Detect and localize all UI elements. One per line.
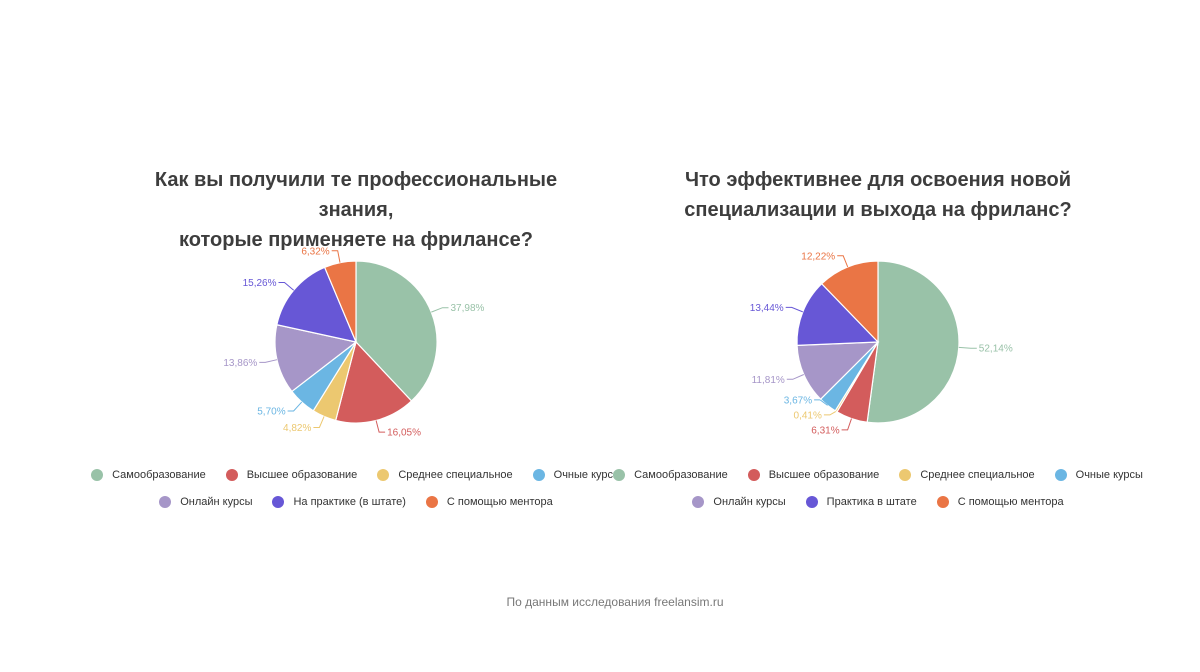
pie-leader-line [786,374,804,380]
source-note: По данным исследования freelansim.ru [506,595,724,609]
pie-slice-практика-в-штате [796,282,880,346]
pie-leader-line [958,346,977,349]
pie-leader-line [431,307,449,313]
legend-label: С помощью ментора [446,495,553,508]
legend-dot-icon [747,468,760,481]
legend-row: Онлайн курсы Практика в штате С помощью ме… [638,488,1118,515]
legend-item-с-помощью-ментора[interactable]: С помощью ментора [936,495,1064,508]
pie-chart: 37,98% 16,05% 4,82% 5,70% 13,86% 15,26% 6,32% [223,246,485,439]
legend-dot-icon [159,495,172,508]
legend-dot-icon [805,495,818,508]
legend-dot-icon [899,468,912,481]
legend-item-очные-курсы[interactable]: Очные курсы [532,468,621,481]
legend-item-практика-в-штате[interactable]: Практика в штате [805,495,917,508]
chart-title: Как вы получили те профессиональные знан… [116,165,596,255]
pie-slice-онлайн-курсы [796,341,880,401]
pie-data-label: 4,82% [283,423,311,434]
pie-data-label: 37,98% [451,303,485,314]
pie-data-label: 13,86% [223,358,257,369]
chart-title-line-1: Как вы получили те профессиональные знан… [154,169,558,221]
pie-data-label: 0,41% [794,410,822,421]
legend-label: Онлайн курсы [713,495,786,508]
chart-panel-knowledge: Как вы получили те профессиональные знан… [91,165,621,525]
legend-dot-icon [272,495,285,508]
legend-row: Онлайн курсы На практике (в штате) С помощ… [116,488,596,515]
legend-item-высшее-образование[interactable]: Высшее образование [747,468,880,481]
legend-label: С помощью ментора [957,495,1064,508]
legend-dot-icon [425,495,438,508]
legend-dot-icon [225,468,238,481]
pie-leader-line [278,282,295,291]
legend-dot-icon [613,468,626,481]
pie-slice-на-практике-в-штате [276,266,357,343]
pie-leader-line [837,255,849,268]
pie-data-label: 3,67% [784,395,812,406]
legend: Самообразование Высшее образование Среднее… [613,461,1143,515]
legend-label: Очные курсы [1075,468,1143,481]
chart-title-line-2: которые применяете на фрилансе? [179,229,533,251]
pie-leader-line [785,306,803,313]
legend-dot-icon [91,468,104,481]
pie-data-label: 15,26% [243,278,277,289]
pie-slice-самообразование [355,260,438,402]
legend-dot-icon [692,495,705,508]
legend-label: Очные курсы [553,468,621,481]
pie-data-label: 12,22% [801,251,835,262]
pie-chart: 52,14% 6,31% 0,41% 3,67% 11,81% 13,44% 12,22% [750,251,1013,436]
chart-title: Что эффективнее для освоения новой специ… [638,165,1118,225]
legend-item-очные-курсы[interactable]: Очные курсы [1054,468,1143,481]
legend-item-с-помощью-ментора[interactable]: С помощью ментора [425,495,553,508]
legend-label: Высшее образование [768,468,880,481]
pie-data-label: 5,70% [257,407,285,418]
pie-leader-line [814,399,828,406]
legend-item-самообразование[interactable]: Самообразование [91,468,206,481]
chart-panel-effectiveness: Что эффективнее для освоения новой специ… [613,165,1143,525]
legend: Самообразование Высшее образование Среднее… [91,461,621,515]
legend-label: Самообразование [112,468,206,481]
legend-label: Среднее специальное [398,468,513,481]
legend-label: Высшее образование [246,468,358,481]
pie-slice-с-помощью-ментора [820,260,879,344]
legend-label: Среднее специальное [920,468,1035,481]
legend-dot-icon [1054,468,1067,481]
pie-data-label: 13,44% [750,303,784,314]
pie-leader-line [313,416,325,428]
pie-leader-line [287,401,303,412]
legend-dot-icon [377,468,390,481]
legend-dot-icon [936,495,949,508]
legend-label: Самообразование [634,468,728,481]
legend-label: Онлайн курсы [180,495,253,508]
pie-leader-line [259,359,278,363]
legend-item-среднее-специальное[interactable]: Среднее специальное [377,468,513,481]
legend-item-среднее-специальное[interactable]: Среднее специальное [899,468,1035,481]
legend-label: На практике (в штате) [293,495,406,508]
pie-leader-line [841,418,852,431]
pie-data-label: 52,14% [979,344,1013,355]
chart-title-line-2: специализации и выхода на фриланс? [684,199,1072,221]
pie-data-label: 11,81% [752,375,785,386]
pie-slice-самообразование [866,260,960,424]
legend-row: Самообразование Высшее образование Среднее… [91,461,621,488]
legend-item-на-практике-в-штате[interactable]: На практике (в штате) [272,495,406,508]
legend-item-самообразование[interactable]: Самообразование [613,468,728,481]
pie-data-label: 6,31% [811,425,839,436]
legend-item-онлайн-курсы[interactable]: Онлайн курсы [692,495,786,508]
legend-row: Самообразование Высшее образование Среднее… [613,461,1143,488]
pie-leader-line [331,250,341,263]
pie-leader-line [823,410,837,416]
legend-dot-icon [532,468,545,481]
chart-title-line-1: Что эффективнее для освоения новой [684,169,1072,191]
pie-data-label: 6,32% [301,246,329,257]
legend-label: Практика в штате [826,495,917,508]
pie-slice-с-помощью-ментора [323,260,357,343]
pie-leader-line [375,420,386,433]
pie-slice-высшее-образование [334,340,413,424]
legend-item-онлайн-курсы[interactable]: Онлайн курсы [159,495,253,508]
legend-item-высшее-образование[interactable]: Высшее образование [225,468,358,481]
pie-data-label: 16,05% [387,428,421,439]
